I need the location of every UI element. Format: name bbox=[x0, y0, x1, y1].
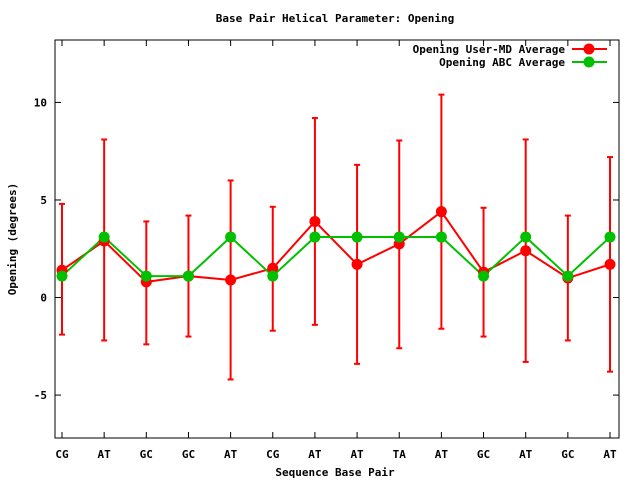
data-point-series-1 bbox=[140, 270, 152, 282]
legend-label: Opening ABC Average bbox=[439, 56, 565, 69]
data-point-series-1 bbox=[520, 231, 532, 243]
data-point-series-1 bbox=[267, 270, 279, 282]
legend-marker bbox=[583, 56, 595, 68]
x-tick-label: GC bbox=[182, 448, 195, 461]
y-tick-label: -5 bbox=[34, 389, 47, 402]
x-tick-label: AT bbox=[308, 448, 322, 461]
data-point-series-1 bbox=[435, 231, 447, 243]
data-point-series-0 bbox=[520, 245, 532, 257]
y-tick-label: 5 bbox=[40, 194, 47, 207]
series-line-0 bbox=[61, 210, 611, 283]
x-tick-label: AT bbox=[350, 448, 364, 461]
x-tick-label: AT bbox=[224, 448, 238, 461]
x-tick-label: GC bbox=[477, 448, 490, 461]
data-point-series-0 bbox=[309, 215, 321, 227]
x-tick-label: CG bbox=[55, 448, 69, 461]
x-tick-label: AT bbox=[603, 448, 617, 461]
chart-title: Base Pair Helical Parameter: Opening bbox=[216, 12, 454, 25]
data-point-series-1 bbox=[351, 231, 363, 243]
data-point-series-1 bbox=[309, 231, 321, 243]
y-tick-label: 0 bbox=[40, 292, 47, 305]
data-point-series-0 bbox=[604, 258, 616, 270]
legend-marker bbox=[583, 43, 595, 55]
y-tick-label: 10 bbox=[34, 96, 47, 109]
legend-label: Opening User-MD Average bbox=[413, 43, 566, 56]
data-point-series-0 bbox=[351, 258, 363, 270]
data-point-series-1 bbox=[56, 270, 68, 282]
data-point-series-1 bbox=[225, 231, 237, 243]
x-tick-label: TA bbox=[393, 448, 407, 461]
x-axis-label: Sequence Base Pair bbox=[275, 466, 395, 479]
data-point-series-1 bbox=[98, 231, 110, 243]
y-axis-label: Opening (degrees) bbox=[6, 183, 19, 296]
data-point-series-0 bbox=[225, 274, 237, 286]
x-tick-label: AT bbox=[98, 448, 112, 461]
x-tick-label: CG bbox=[266, 448, 280, 461]
data-point-series-1 bbox=[182, 270, 194, 282]
data-point-series-1 bbox=[393, 231, 405, 243]
data-point-series-1 bbox=[478, 270, 490, 282]
data-point-series-1 bbox=[604, 231, 616, 243]
series-line-1 bbox=[61, 235, 611, 278]
x-tick-label: GC bbox=[561, 448, 574, 461]
data-point-series-1 bbox=[562, 270, 574, 282]
x-tick-label: AT bbox=[519, 448, 533, 461]
data-point-series-0 bbox=[435, 206, 447, 218]
x-tick-label: GC bbox=[140, 448, 153, 461]
plot-frame bbox=[54, 39, 620, 439]
x-tick-label: AT bbox=[435, 448, 449, 461]
data-point-series-0 bbox=[267, 262, 279, 274]
